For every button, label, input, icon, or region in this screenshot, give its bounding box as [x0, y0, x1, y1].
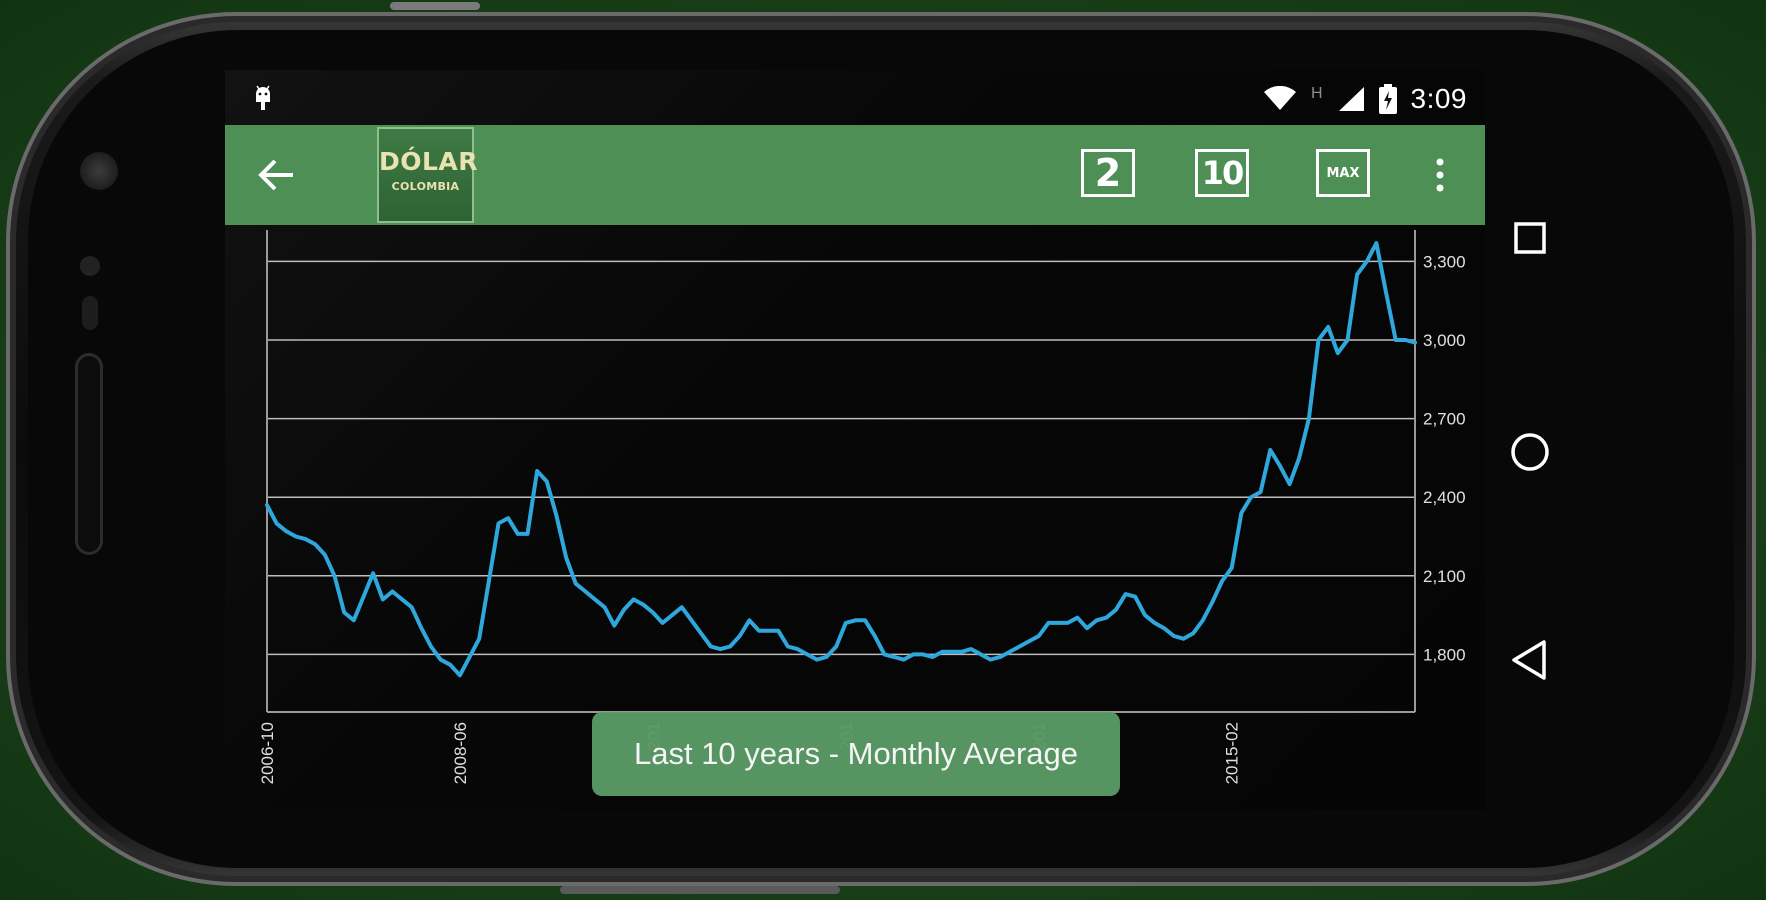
status-bar: H 3:09: [225, 70, 1485, 125]
status-clock: 3:09: [1410, 83, 1467, 114]
navigation-bar: [1480, 200, 1580, 700]
back-arrow-icon[interactable]: [255, 153, 299, 197]
app-logo: DÓLAR COLOMBIA: [377, 127, 479, 223]
toast-message: Last 10 years - Monthly Average: [592, 712, 1120, 796]
front-camera: [80, 152, 118, 190]
exchange-rate-line: [265, 241, 1417, 678]
light-sensor: [82, 296, 98, 330]
battery-charging-icon: [1378, 84, 1397, 114]
wifi-icon: [1263, 86, 1296, 110]
y-tick-label: 2,400: [1423, 488, 1466, 507]
power-button: [390, 2, 480, 10]
more-vert-icon[interactable]: [1425, 153, 1455, 197]
circle-icon[interactable]: [1480, 412, 1580, 492]
y-tick-label: 2,100: [1423, 567, 1466, 586]
app-bar: DÓLAR COLOMBIA 2 10 MAX: [225, 125, 1485, 225]
y-tick-label: 3,300: [1423, 252, 1466, 271]
triangle-left-icon[interactable]: [1480, 620, 1580, 700]
screen: H 3:09 DÓLAR COLOMBIA 2: [225, 70, 1485, 810]
android-debug-icon: [256, 85, 270, 110]
network-type-label: H: [1310, 85, 1323, 102]
x-tick-label: 2015-02: [1223, 722, 1242, 784]
signal-icon: [1338, 87, 1364, 111]
logo-subtitle: COLOMBIA: [391, 180, 460, 193]
y-tick-label: 3,000: [1423, 331, 1466, 350]
square-icon[interactable]: [1480, 200, 1580, 280]
range-10-years-button[interactable]: 10: [1195, 149, 1249, 197]
volume-button: [560, 886, 840, 894]
x-tick-label: 2006-10: [258, 722, 277, 784]
logo-title: DÓLAR: [379, 147, 479, 176]
proximity-sensor: [80, 256, 100, 276]
x-tick-label: 2008-06: [451, 722, 470, 784]
status-icons: H 3:09: [1263, 83, 1467, 114]
y-tick-label: 1,800: [1423, 645, 1466, 664]
range-2-years-button[interactable]: 2: [1081, 149, 1135, 197]
y-tick-label: 2,700: [1423, 410, 1466, 429]
exchange-rate-chart: 1,800 2,100 2,400 2,700 3,000 3,300 2006-10 200…: [258, 230, 1466, 784]
range-max-button[interactable]: MAX: [1316, 149, 1370, 197]
earpiece-speaker: [78, 356, 100, 552]
